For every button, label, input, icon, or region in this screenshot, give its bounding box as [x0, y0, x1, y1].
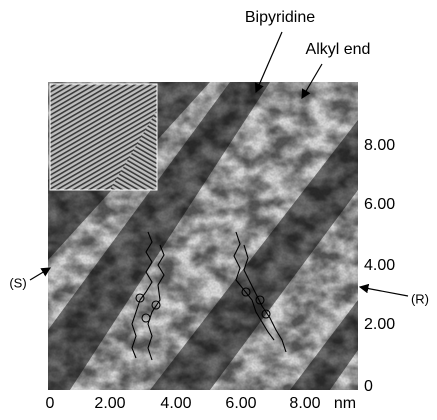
y-tick-label: 8.00 — [364, 137, 395, 154]
x-axis-unit: nm — [334, 395, 356, 412]
arrow — [254, 31, 283, 94]
x-tick-label: 6.00 — [225, 395, 256, 412]
label-bipyridine: Bipyridine — [245, 9, 315, 26]
y-tick-label: 2.00 — [364, 316, 395, 333]
x-tick-label: 0 — [46, 395, 55, 412]
arrow — [301, 63, 323, 100]
x-tick-label: 2.00 — [94, 395, 125, 412]
molecule-models — [131, 231, 287, 361]
y-tick-label: 0 — [364, 378, 373, 395]
y-tick-label: 4.00 — [364, 257, 395, 274]
arrow — [29, 267, 52, 281]
label-s: (S) — [9, 275, 26, 290]
inset — [49, 83, 158, 191]
arrow — [358, 283, 409, 297]
label-r: (R) — [411, 291, 429, 306]
stm-image — [48, 82, 358, 390]
label-alkyl-end: Alkyl end — [306, 41, 371, 58]
x-tick-label: 8.00 — [289, 395, 320, 412]
y-tick-label: 6.00 — [364, 196, 395, 213]
x-tick-label: 4.00 — [160, 395, 191, 412]
